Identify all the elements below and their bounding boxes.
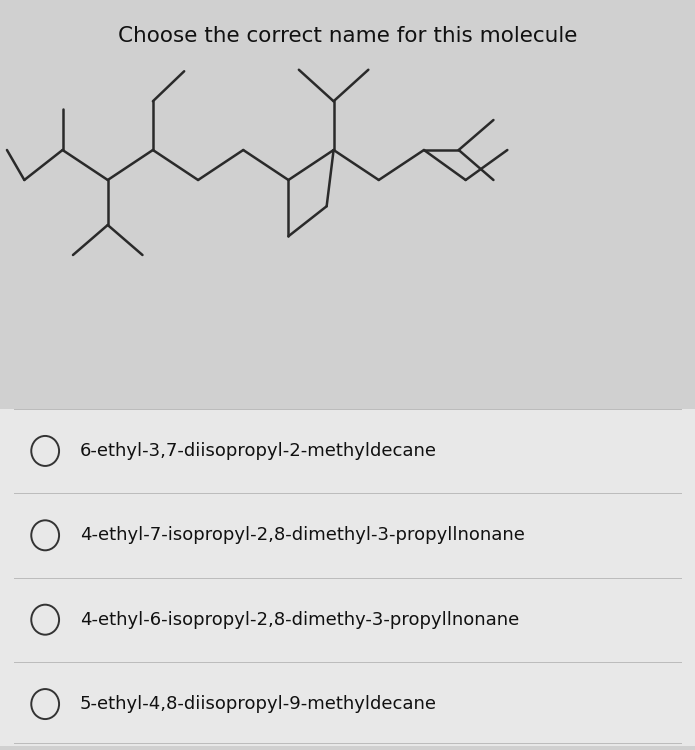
Text: Choose the correct name for this molecule: Choose the correct name for this molecul…	[118, 26, 577, 46]
Text: 5-ethyl-4,8-diisopropyl-9-methyldecane: 5-ethyl-4,8-diisopropyl-9-methyldecane	[80, 695, 437, 713]
FancyBboxPatch shape	[0, 409, 695, 746]
Text: 4-ethyl-7-isopropyl-2,8-dimethyl-3-propyllnonane: 4-ethyl-7-isopropyl-2,8-dimethyl-3-propy…	[80, 526, 525, 544]
Text: 6-ethyl-3,7-diisopropyl-2-methyldecane: 6-ethyl-3,7-diisopropyl-2-methyldecane	[80, 442, 437, 460]
Text: 4-ethyl-6-isopropyl-2,8-dimethy-3-propyllnonane: 4-ethyl-6-isopropyl-2,8-dimethy-3-propyl…	[80, 610, 519, 628]
